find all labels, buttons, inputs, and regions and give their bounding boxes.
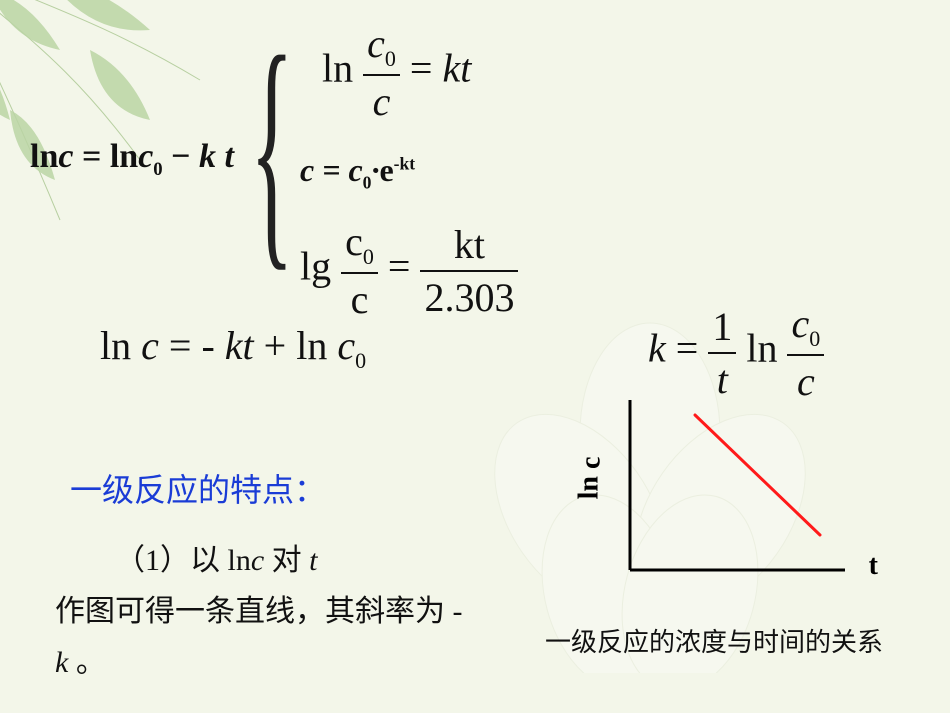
- section-heading: 一级反应的特点：: [70, 465, 326, 511]
- slide-stage: lnc = lnc0 − k t { ln c0 c = kt c = c0·e…: [0, 0, 950, 713]
- eq-brace-3-frac-r: kt 2.303: [420, 221, 518, 321]
- point1-lnc: lnc: [228, 544, 265, 577]
- chart-x-label: t: [869, 550, 878, 582]
- eq-k-mid: ln: [746, 326, 777, 371]
- point1-line2: 作图可得一条直线，其斜率为 -: [55, 595, 463, 628]
- chart-y-label: ln c: [573, 457, 605, 500]
- eq-k-frac1-num: 1: [708, 303, 736, 350]
- eq-brace-3-lhs-op: lg: [300, 244, 331, 289]
- eq-brace-1-lhs-op: ln: [322, 46, 353, 91]
- eq-brace-2-text: c = c0·e-kt: [300, 152, 415, 188]
- point1-t: t: [309, 544, 317, 577]
- eq-brace-3: lg c0 c = kt 2.303: [300, 218, 518, 323]
- point1-end: 。: [76, 646, 106, 679]
- eq-brace-1-eq: =: [410, 46, 443, 91]
- eq-brace-3-eq: =: [388, 244, 421, 289]
- eq-bottom-text: ln c = - kt + ln c0: [100, 323, 366, 368]
- eq-bottom: ln c = - kt + ln c0: [100, 322, 366, 374]
- eq-k-eqsign: =: [676, 326, 709, 371]
- brace: {: [250, 18, 294, 278]
- eq-brace-1: ln c0 c = kt: [322, 20, 471, 125]
- chart-caption: 一级反应的浓度与时间的关系: [545, 622, 883, 659]
- chart-svg: [590, 390, 850, 600]
- eq-brace-3-frac-l: c0 c: [341, 218, 378, 323]
- eq-brace-3-rhs-num: kt: [420, 221, 518, 268]
- eq-brace-1-frac: c0 c: [363, 20, 400, 125]
- point1-k: k: [55, 646, 68, 679]
- eq-k-frac1: 1 t: [708, 303, 736, 403]
- eq-brace-1-rhs: kt: [442, 46, 471, 91]
- lnc-vs-t-chart: ln c t: [590, 390, 850, 600]
- point1-prefix: （1）以: [115, 544, 228, 577]
- point1-mid: 对: [272, 544, 310, 577]
- eq-left-main-text: lnc = lnc0 − k t: [30, 138, 234, 175]
- eq-brace-2: c = c0·e-kt: [300, 152, 415, 193]
- eq-left-main: lnc = lnc0 − k t: [30, 138, 234, 181]
- point-1-text: （1）以 lnc 对 t 作图可得一条直线，其斜率为 - k 。: [55, 535, 475, 688]
- eq-brace-3-rhs-den: 2.303: [420, 274, 518, 321]
- eq-k-lhs: k: [648, 326, 666, 371]
